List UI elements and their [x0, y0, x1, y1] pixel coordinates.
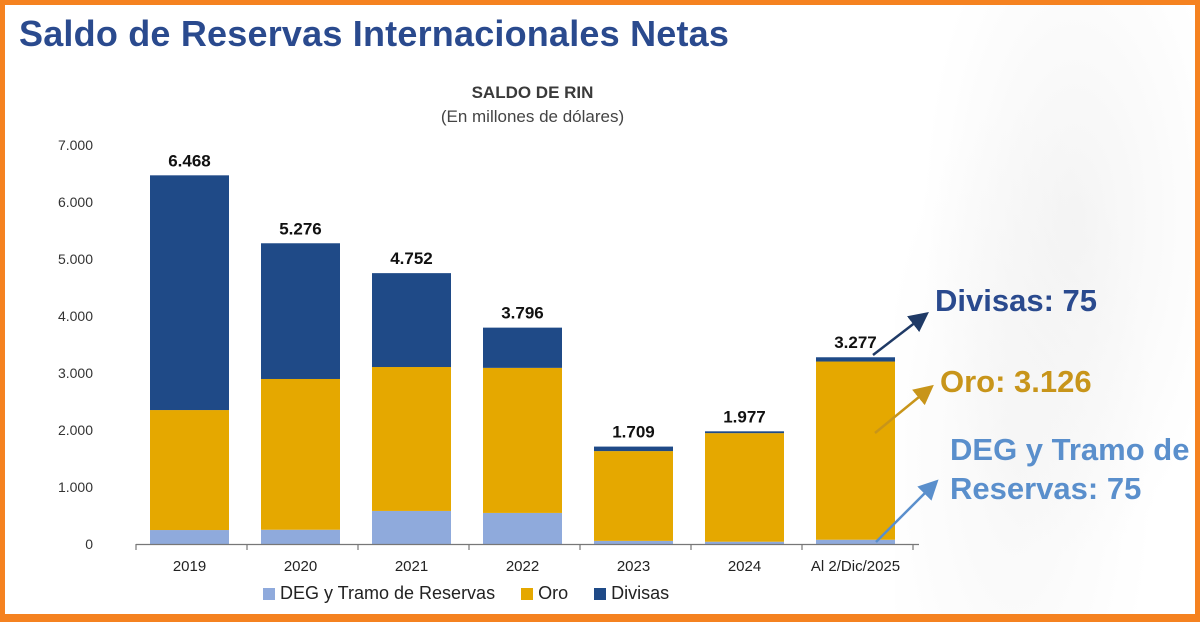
- y-tick-label: 3.000: [58, 365, 93, 381]
- bar-segment-divisas: [594, 446, 673, 452]
- bar-segment-deg: [816, 539, 895, 544]
- total-data-label: 4.752: [390, 249, 433, 268]
- bar-segment-deg: [261, 529, 340, 544]
- y-axis: 0 1.000 2.000 3.000 4.000 5.000 6.000 7.000: [58, 137, 93, 552]
- y-tick-label: 4.000: [58, 308, 93, 324]
- bar-segment-deg: [705, 541, 784, 544]
- bar-segment-divisas: [372, 273, 451, 368]
- x-tick-label: 2023: [617, 558, 650, 575]
- legend-label-deg: DEG y Tramo de Reservas: [280, 583, 496, 603]
- y-tick-label: 6.000: [58, 194, 93, 210]
- x-tick-label: 2019: [173, 558, 206, 575]
- annotation-deg: DEG y Tramo de Reservas: 75: [950, 432, 1190, 506]
- x-tick-label: 2024: [728, 558, 761, 575]
- total-data-label: 1.977: [723, 407, 766, 426]
- total-data-label: 6.468: [168, 151, 211, 170]
- deg-arrow: [875, 479, 939, 543]
- page-title: Saldo de Reservas Internacionales Netas: [19, 13, 730, 54]
- x-tick-label: 2022: [506, 558, 539, 575]
- bar-segment-divisas: [483, 327, 562, 368]
- legend-item-oro: Oro: [521, 583, 568, 604]
- legend-swatch-deg: [263, 587, 275, 600]
- bar-segment-divisas: [705, 431, 784, 434]
- y-tick-label: 7.000: [58, 137, 93, 153]
- y-tick-label: 2.000: [58, 422, 93, 438]
- x-axis: 2019 2020 2021 2022 2023 2024 Al 2/Dic/2025: [135, 543, 919, 575]
- total-data-label: 5.276: [279, 219, 322, 238]
- x-tick-label: 2021: [395, 558, 428, 575]
- annotation-arrows: [872, 311, 939, 543]
- chart-subtitle: (En millones de dólares): [440, 107, 625, 126]
- total-data-label: 3.277: [834, 333, 877, 352]
- y-tick-label: 0: [85, 536, 93, 552]
- slide-frame: Saldo de Reservas Internacionales Netas …: [5, 5, 1195, 614]
- bar-segment-oro: [594, 451, 673, 541]
- bar-segment-divisas: [816, 357, 895, 362]
- chart-title: SALDO DE RIN: [471, 83, 594, 102]
- legend-item-deg: DEG y Tramo de Reservas: [263, 583, 495, 604]
- bar-segment-divisas: [150, 175, 229, 411]
- legend-label-oro: Oro: [538, 583, 569, 603]
- oro-arrow: [874, 384, 934, 434]
- bars: 6.468 5.276 4.752 3.796 1.709 1.977 3.277: [150, 151, 895, 544]
- bar-segment-oro: [372, 367, 451, 511]
- bar-segment-oro: [150, 410, 229, 531]
- chart-legend: DEG y Tramo de Reservas Oro Divisas: [263, 583, 669, 604]
- legend-item-divisas: Divisas: [594, 583, 669, 604]
- bar-segment-oro: [705, 433, 784, 542]
- x-tick-label: Al 2/Dic/2025: [811, 558, 900, 575]
- background-watermark: [895, 5, 1195, 614]
- total-data-label: 1.709: [612, 423, 655, 442]
- y-tick-label: 5.000: [58, 251, 93, 267]
- x-tick-label: 2020: [284, 558, 317, 575]
- divisas-arrow: [872, 311, 929, 356]
- bar-segment-oro: [483, 367, 562, 513]
- legend-swatch-oro: [521, 587, 534, 600]
- annotation-oro: Oro: 3.126: [940, 364, 1092, 399]
- legend-swatch-divisas: [594, 587, 607, 600]
- bar-segment-divisas: [261, 243, 340, 379]
- stacked-bar-chart: 0 1.000 2.000 3.000 4.000 5.000 6.000 7.000 6.4…: [58, 137, 939, 575]
- bar-segment-oro: [816, 361, 895, 540]
- bar-segment-deg: [483, 512, 562, 544]
- bar-segment-deg: [150, 530, 229, 544]
- y-tick-label: 1.000: [58, 479, 93, 495]
- bar-segment-oro: [261, 378, 340, 530]
- annotation-divisas: Divisas: 75: [935, 283, 1097, 318]
- bar-segment-deg: [594, 540, 673, 544]
- total-data-label: 3.796: [501, 304, 544, 323]
- bar-segment-deg: [372, 510, 451, 544]
- legend-label-divisas: Divisas: [611, 583, 670, 603]
